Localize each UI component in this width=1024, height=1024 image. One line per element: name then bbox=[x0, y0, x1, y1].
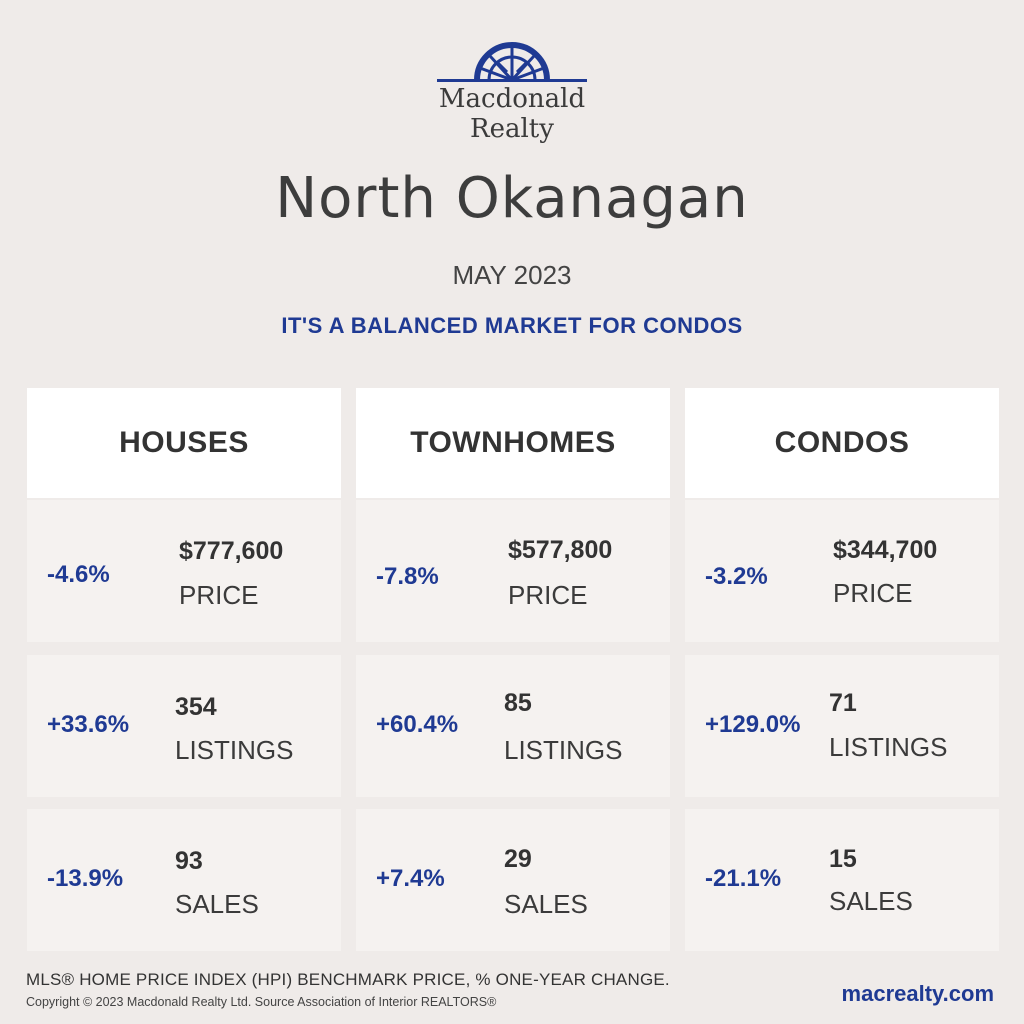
change-percent: -21.1% bbox=[705, 865, 782, 892]
column-condos: CONDOS -3.2% $344,700 PRICE +129.0% 71 L… bbox=[685, 388, 999, 951]
stat-value: 85 bbox=[504, 689, 532, 717]
stat-card-price: -4.6% $777,600 PRICE bbox=[27, 500, 341, 642]
stat-label: PRICE bbox=[508, 580, 588, 610]
change-percent: -13.9% bbox=[47, 865, 124, 892]
stat-value: 71 bbox=[829, 689, 857, 717]
change-percent: -4.6% bbox=[47, 561, 110, 588]
stat-label: LISTINGS bbox=[504, 735, 623, 765]
stat-value: $577,800 bbox=[508, 536, 613, 564]
column-townhomes: TOWNHOMES -7.8% $577,800 PRICE +60.4% 85… bbox=[356, 388, 670, 951]
stat-card-sales: +7.4% 29 SALES bbox=[356, 809, 670, 951]
column-title: HOUSES bbox=[27, 388, 341, 498]
stat-value: $777,600 bbox=[179, 537, 284, 565]
change-percent: +129.0% bbox=[705, 711, 801, 738]
stat-card-price: -3.2% $344,700 PRICE bbox=[685, 500, 999, 642]
column-title: TOWNHOMES bbox=[356, 388, 670, 498]
logo-arch-icon bbox=[437, 42, 587, 82]
stat-label: PRICE bbox=[179, 580, 259, 610]
stat-card-listings: +129.0% 71 LISTINGS bbox=[685, 655, 999, 797]
stat-label: SALES bbox=[829, 886, 913, 916]
stat-value: 15 bbox=[829, 845, 857, 873]
brand-logo: Macdonald Realty bbox=[0, 36, 1024, 144]
stat-card-sales: -21.1% 15 SALES bbox=[685, 809, 999, 951]
stat-label: PRICE bbox=[833, 578, 913, 608]
stat-value: 93 bbox=[175, 847, 203, 875]
stat-value: $344,700 bbox=[833, 536, 938, 564]
stat-value: 29 bbox=[504, 845, 532, 873]
stat-card-price: -7.8% $577,800 PRICE bbox=[356, 500, 670, 642]
stat-label: SALES bbox=[175, 889, 259, 919]
stat-card-sales: -13.9% 93 SALES bbox=[27, 809, 341, 951]
change-percent: +7.4% bbox=[376, 865, 445, 892]
report-period: MAY 2023 bbox=[452, 260, 572, 290]
change-percent: -7.8% bbox=[376, 563, 439, 590]
change-percent: +33.6% bbox=[47, 711, 130, 738]
website-link[interactable]: macrealty.com bbox=[841, 981, 994, 1006]
copyright: Copyright © 2023 Macdonald Realty Ltd. S… bbox=[26, 995, 497, 1009]
brand-name-line-1: Macdonald bbox=[438, 84, 586, 114]
change-percent: -3.2% bbox=[705, 563, 768, 590]
column-title: CONDOS bbox=[685, 388, 999, 498]
change-percent: +60.4% bbox=[376, 711, 459, 738]
brand-name-line-2: Realty bbox=[470, 114, 554, 144]
footnote: MLS® HOME PRICE INDEX (HPI) BENCHMARK PR… bbox=[26, 970, 670, 989]
stat-card-listings: +33.6% 354 LISTINGS bbox=[27, 655, 341, 797]
market-tagline: IT'S A BALANCED MARKET FOR CONDOS bbox=[281, 313, 743, 338]
stat-label: SALES bbox=[504, 889, 588, 919]
stat-label: LISTINGS bbox=[829, 732, 948, 762]
page-title: North Okanagan bbox=[275, 166, 749, 231]
stat-value: 354 bbox=[175, 693, 217, 721]
stat-label: LISTINGS bbox=[175, 735, 294, 765]
column-houses: HOUSES -4.6% $777,600 PRICE +33.6% 354 L… bbox=[27, 388, 341, 951]
stat-card-listings: +60.4% 85 LISTINGS bbox=[356, 655, 670, 797]
